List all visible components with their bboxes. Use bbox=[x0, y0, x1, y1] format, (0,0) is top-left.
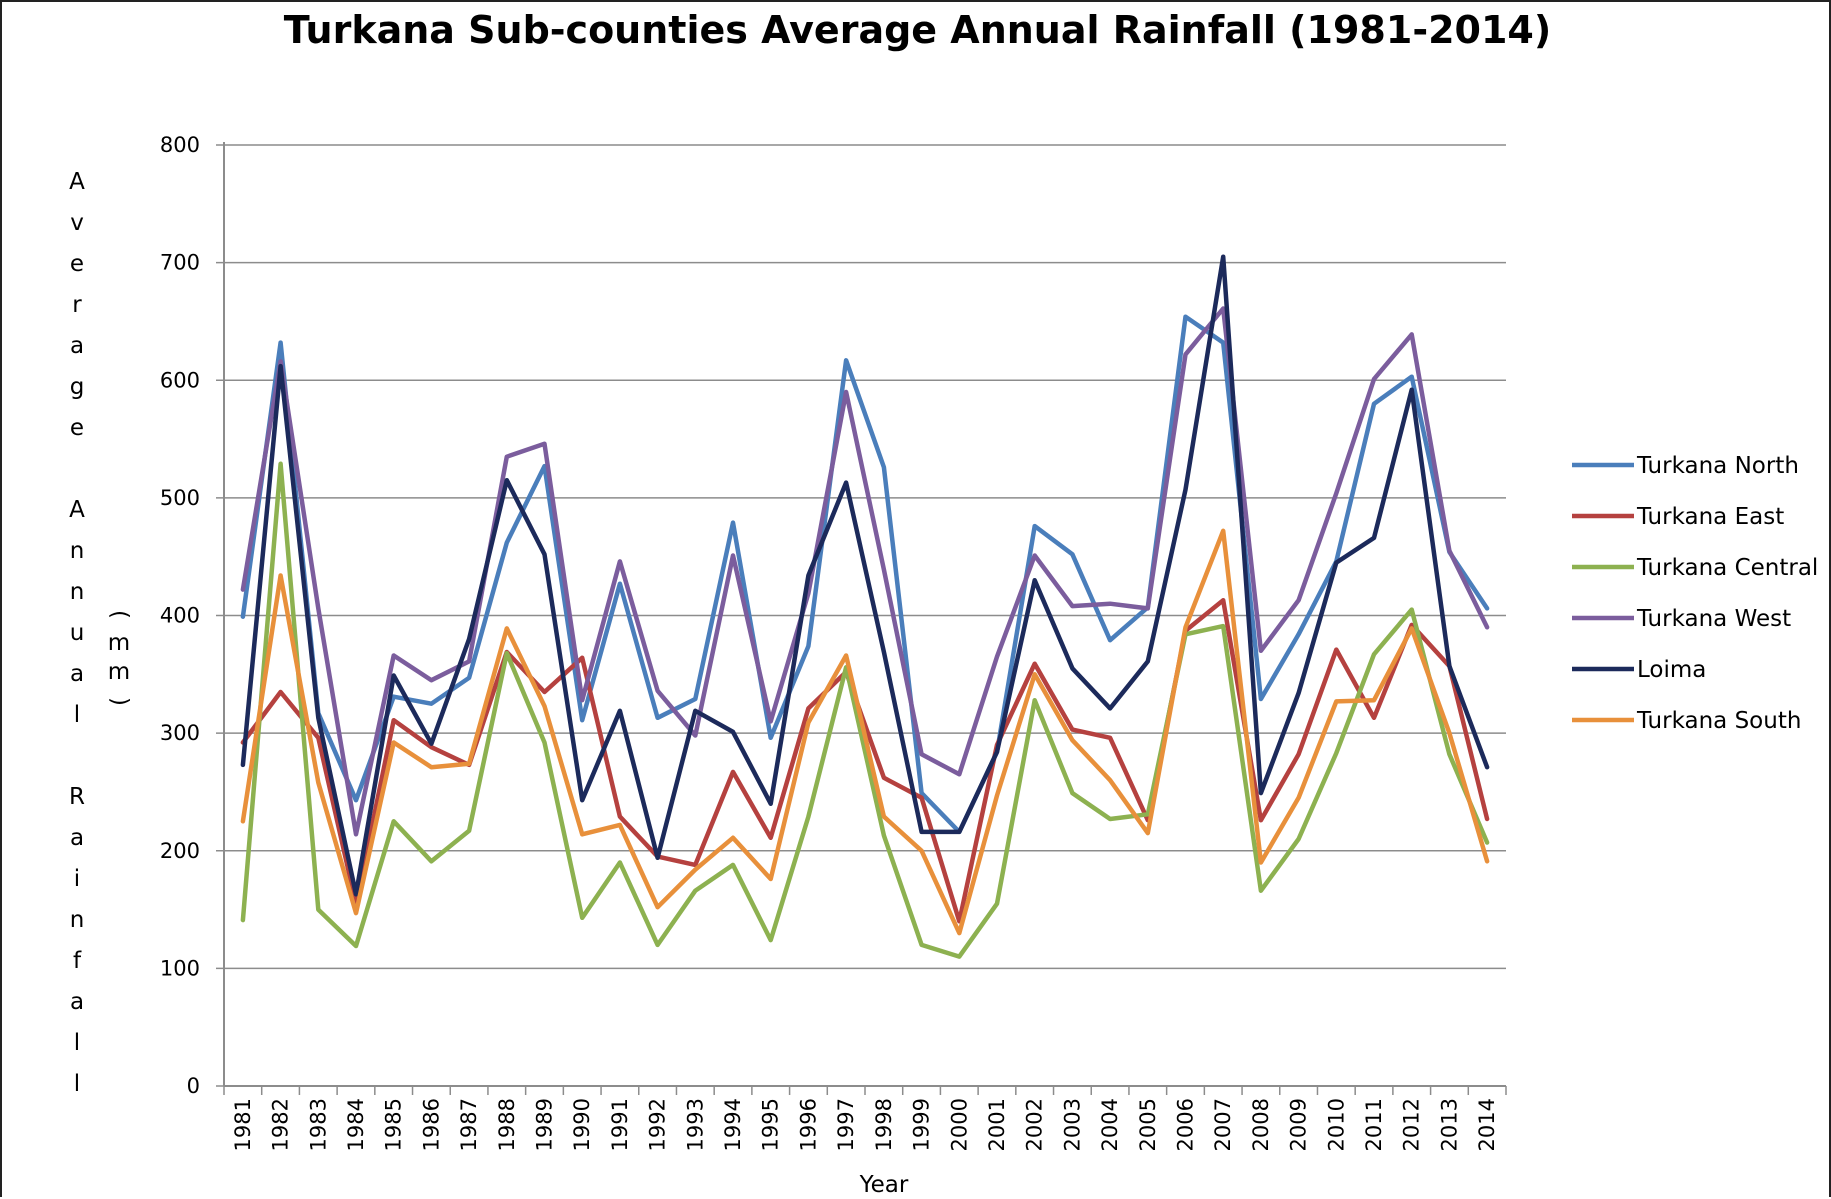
y-axis-label-char: e bbox=[69, 415, 85, 441]
y-tick-label: 700 bbox=[160, 251, 200, 275]
x-tick-label: 2002 bbox=[1023, 1098, 1047, 1151]
y-axis-label-char: n bbox=[69, 579, 85, 605]
y-axis-label-char: l bbox=[73, 1071, 81, 1097]
x-tick-label: 2009 bbox=[1287, 1098, 1311, 1151]
x-tick-label: 1985 bbox=[382, 1098, 406, 1151]
x-tick-label: 2007 bbox=[1211, 1098, 1235, 1151]
y-axis-label-char: n bbox=[69, 538, 85, 564]
x-tick-label: 2011 bbox=[1362, 1098, 1386, 1151]
x-tick-label: 2012 bbox=[1400, 1098, 1424, 1151]
y-tick-label: 600 bbox=[160, 368, 200, 392]
x-tick-label: 1984 bbox=[344, 1098, 368, 1151]
y-tick-label: 100 bbox=[160, 956, 200, 980]
y-axis-label-char: r bbox=[72, 292, 82, 318]
y-axis-unit-char: m bbox=[107, 630, 131, 656]
y-axis-label-char: a bbox=[69, 989, 85, 1015]
y-axis-label-char: v bbox=[70, 210, 84, 236]
series-line bbox=[240, 597, 1490, 924]
x-axis-label: Year bbox=[859, 1172, 909, 1198]
legend-label: Turkana North bbox=[1636, 453, 1799, 479]
y-axis-label-char: l bbox=[73, 1030, 81, 1056]
y-axis-label-char: a bbox=[69, 661, 85, 687]
x-tick-label: 1982 bbox=[269, 1098, 293, 1151]
y-tick-label: 500 bbox=[160, 486, 200, 510]
y-tick-label: 400 bbox=[160, 604, 200, 628]
x-tick-label: 2006 bbox=[1174, 1098, 1198, 1151]
series-line bbox=[240, 254, 1490, 897]
legend-label: Turkana Central bbox=[1636, 555, 1818, 581]
x-tick-label: 1994 bbox=[721, 1098, 745, 1151]
x-tick-label: 2013 bbox=[1437, 1098, 1461, 1151]
y-axis-label-char: A bbox=[69, 169, 85, 195]
y-tick-label: 800 bbox=[160, 133, 200, 157]
x-tick-label: 2005 bbox=[1136, 1098, 1160, 1151]
x-tick-label: 2008 bbox=[1249, 1098, 1273, 1151]
x-tick-label: 1981 bbox=[231, 1098, 255, 1151]
x-tick-label: 1983 bbox=[306, 1098, 330, 1151]
x-tick-label: 2000 bbox=[947, 1098, 971, 1151]
y-axis-unit: (m m) bbox=[103, 600, 135, 716]
y-axis-label-char: a bbox=[69, 333, 85, 359]
x-tick-label: 2003 bbox=[1060, 1098, 1084, 1151]
y-axis-label-char: R bbox=[69, 784, 85, 810]
x-tick-label: 2010 bbox=[1324, 1098, 1348, 1151]
y-axis-label-char: e bbox=[69, 251, 85, 277]
x-tick-label: 1988 bbox=[495, 1098, 519, 1151]
y-axis-label-char: A bbox=[69, 497, 85, 523]
series-line bbox=[240, 461, 1490, 959]
x-tick-label: 1989 bbox=[533, 1098, 557, 1151]
y-axis-label-char: n bbox=[69, 907, 85, 933]
x-tick-label: 1997 bbox=[834, 1098, 858, 1151]
x-tick-label: 1986 bbox=[419, 1098, 443, 1151]
chart-title: Turkana Sub-counties Average Annual Rain… bbox=[283, 8, 1552, 52]
x-tick-label: 2014 bbox=[1475, 1098, 1499, 1151]
y-tick-label: 0 bbox=[187, 1074, 200, 1098]
legend-label: Loima bbox=[1637, 657, 1706, 683]
legend-label: Turkana East bbox=[1636, 504, 1784, 530]
y-axis-label-char: g bbox=[69, 374, 85, 400]
x-tick-label: 1993 bbox=[683, 1098, 707, 1151]
y-tick-label: 200 bbox=[160, 839, 200, 863]
x-tick-label: 2001 bbox=[985, 1098, 1009, 1151]
x-tick-label: 1998 bbox=[872, 1098, 896, 1151]
x-tick-label: 1996 bbox=[796, 1098, 820, 1151]
legend-label: Turkana West bbox=[1636, 606, 1791, 632]
x-tick-label: 1995 bbox=[759, 1098, 783, 1151]
series-line bbox=[240, 528, 1490, 936]
y-axis-label-char: u bbox=[69, 620, 85, 646]
series-line bbox=[240, 306, 1490, 837]
x-tick-label: 1991 bbox=[608, 1098, 632, 1151]
x-tick-label: 1999 bbox=[910, 1098, 934, 1151]
x-tick-label: 1987 bbox=[457, 1098, 481, 1151]
x-tick-label: 1992 bbox=[646, 1098, 670, 1151]
y-axis-label-char: i bbox=[73, 866, 81, 892]
x-tick-label: 2004 bbox=[1098, 1098, 1122, 1151]
x-tick-label: 1990 bbox=[570, 1098, 594, 1151]
y-axis-unit-char: m bbox=[107, 659, 131, 685]
legend-label: Turkana South bbox=[1636, 708, 1801, 734]
y-axis-label-char: a bbox=[69, 825, 85, 851]
y-axis-label-char: f bbox=[72, 948, 82, 974]
y-axis-label-char: l bbox=[73, 702, 81, 728]
y-tick-label: 300 bbox=[160, 721, 200, 745]
